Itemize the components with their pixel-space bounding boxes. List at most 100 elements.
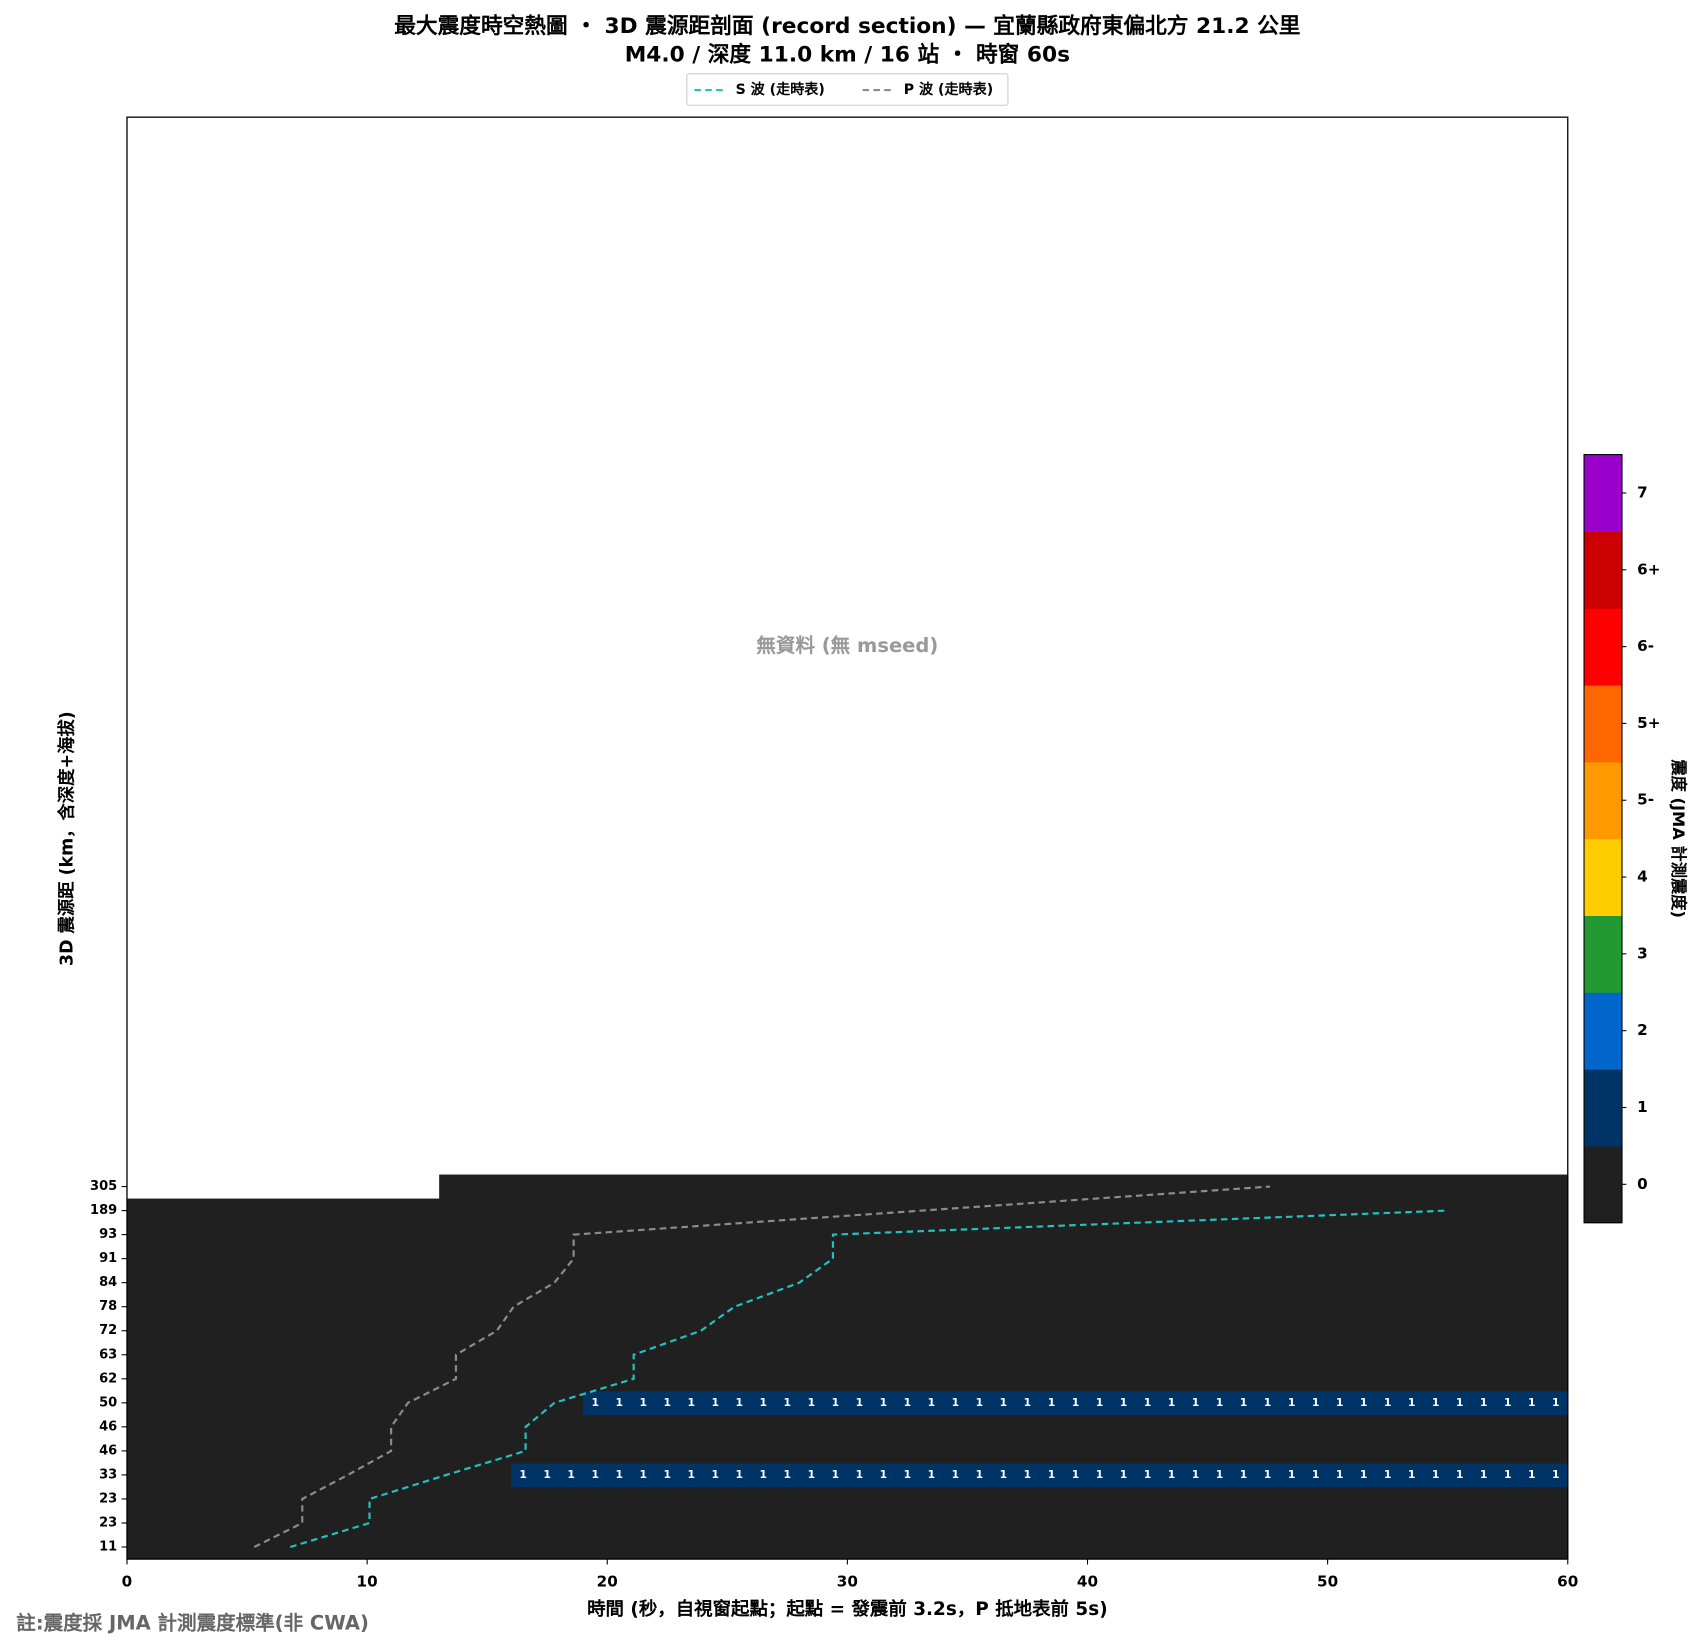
heat-cell: [1447, 1438, 1473, 1464]
heat-cell: [1399, 1486, 1425, 1512]
heat-cell: [1111, 1462, 1137, 1488]
heat-cell: [175, 1342, 200, 1368]
heat-cell: [991, 1535, 1017, 1560]
heat-cell: [126, 1294, 152, 1320]
heat-cell: [991, 1294, 1017, 1320]
heat-cell: [1135, 1438, 1161, 1464]
heat-cell: [1327, 1294, 1353, 1320]
heat-cell: [1423, 1390, 1449, 1416]
y-tick-label: 46: [99, 1443, 117, 1458]
heat-cell: [1183, 1246, 1209, 1272]
heat-cell: [799, 1390, 824, 1416]
heat-cell: [247, 1318, 272, 1344]
cell-label: 1: [688, 1396, 696, 1409]
heat-cell: [1279, 1390, 1305, 1416]
heat-cell: [511, 1486, 536, 1512]
heat-cell: [487, 1318, 512, 1344]
heat-cell: [1303, 1510, 1329, 1536]
legend-label: P 波 (走時表): [904, 81, 993, 98]
y-tick-label: 78: [99, 1299, 117, 1314]
heat-cell: [1063, 1462, 1089, 1488]
heat-cell: [895, 1510, 920, 1536]
heat-cell: [1087, 1294, 1113, 1320]
heat-cell: [367, 1366, 392, 1392]
heat-cell: [775, 1486, 800, 1512]
heat-cell: [487, 1535, 512, 1560]
heat-cell: [1471, 1198, 1497, 1224]
travel-time-line: [289, 1209, 1448, 1549]
heat-cell: [751, 1174, 776, 1200]
heat-cell: [223, 1535, 248, 1560]
heat-cell: [655, 1366, 680, 1392]
heat-cell: [895, 1318, 920, 1344]
heat-cell: [126, 1414, 152, 1440]
heat-cell: [703, 1198, 728, 1224]
heat-cell: [463, 1366, 488, 1392]
cell-label: 1: [1096, 1468, 1104, 1481]
heat-cell: [943, 1390, 968, 1416]
heat-cell: [1519, 1390, 1545, 1416]
heat-cell: [1039, 1342, 1065, 1368]
heat-cell: [1255, 1246, 1281, 1272]
heat-cell: [535, 1222, 560, 1248]
heat-cell: [1351, 1535, 1377, 1560]
heat-cell: [583, 1390, 608, 1416]
cell-label: 1: [1072, 1468, 1080, 1481]
cell-label: 1: [1096, 1396, 1104, 1409]
heat-cell: [1327, 1270, 1353, 1296]
heat-cell: [1447, 1414, 1473, 1440]
heat-cell: [967, 1535, 992, 1560]
heat-cell: [775, 1294, 800, 1320]
heat-cell: [679, 1510, 704, 1536]
heat-cell: [967, 1390, 992, 1416]
heat-cell: [871, 1198, 896, 1224]
heat-cell: [1111, 1390, 1137, 1416]
heat-cell: [415, 1294, 440, 1320]
heat-cell: [679, 1294, 704, 1320]
heat-cell: [319, 1535, 344, 1560]
heat-cell: [1303, 1246, 1329, 1272]
heat-cell: [150, 1198, 176, 1224]
heat-cell: [1471, 1462, 1497, 1488]
heat-cell: [1039, 1462, 1065, 1488]
x-tick-label: 10: [357, 1572, 378, 1590]
cell-label: 1: [1120, 1468, 1128, 1481]
heat-cell: [199, 1270, 224, 1296]
heat-cell: [150, 1246, 176, 1272]
heat-cell: [150, 1390, 176, 1416]
heat-cell: [126, 1486, 152, 1512]
heat-cell: [1375, 1414, 1401, 1440]
heat-cell: [1543, 1294, 1569, 1320]
heat-cell: [1327, 1510, 1353, 1536]
colorbar-tick-label: 5-: [1637, 791, 1654, 809]
heat-cell: [1327, 1414, 1353, 1440]
heat-cell: [1327, 1174, 1353, 1200]
heat-cell: [1351, 1318, 1377, 1344]
heat-cell: [487, 1222, 512, 1248]
y-tick-label: 84: [99, 1275, 117, 1290]
heat-cell: [1087, 1318, 1113, 1344]
heat-cell: [1183, 1342, 1209, 1368]
heat-cell: [487, 1486, 512, 1512]
heat-cell: [559, 1318, 584, 1344]
heat-cell: [1135, 1198, 1161, 1224]
heat-cell: [655, 1486, 680, 1512]
heat-cell: [655, 1414, 680, 1440]
cell-label: 1: [1168, 1396, 1176, 1409]
heat-cell: [1471, 1294, 1497, 1320]
heat-cell: [1495, 1222, 1521, 1248]
heat-cell: [1351, 1294, 1377, 1320]
cell-label: 1: [1528, 1468, 1536, 1481]
heat-cell: [1015, 1486, 1041, 1512]
heat-cell: [1255, 1198, 1281, 1224]
heat-cell: [415, 1366, 440, 1392]
heat-cell: [1111, 1222, 1137, 1248]
heat-cell: [1111, 1318, 1137, 1344]
heat-cell: [247, 1366, 272, 1392]
heat-cell: [1399, 1414, 1425, 1440]
heat-cell: [223, 1390, 248, 1416]
heat-cell: [1327, 1318, 1353, 1344]
heat-cell: [631, 1414, 656, 1440]
heat-cell: [1351, 1486, 1377, 1512]
heat-cell: [1399, 1222, 1425, 1248]
